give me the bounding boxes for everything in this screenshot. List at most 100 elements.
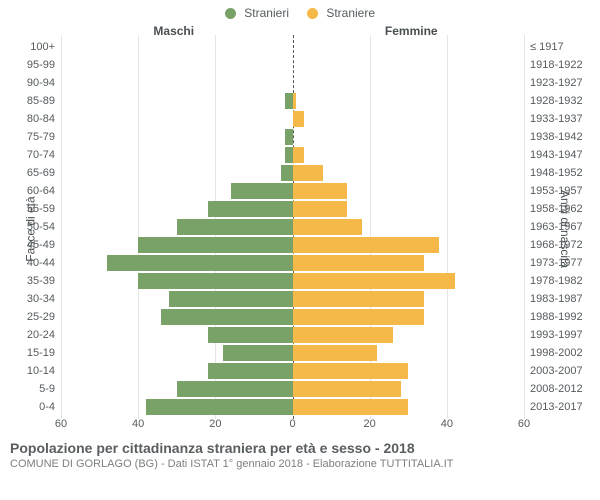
- row-bars: [61, 128, 524, 146]
- row-bars: [61, 38, 524, 56]
- male-bar: [208, 201, 293, 217]
- female-bar: [293, 273, 455, 289]
- row-bars: [61, 236, 524, 254]
- female-bar: [293, 399, 409, 415]
- male-bar: [177, 381, 293, 397]
- pyramid-row: 0-4 2013-2017: [0, 398, 600, 416]
- x-tick: 20: [364, 418, 376, 430]
- age-label: 25-29: [0, 311, 61, 323]
- female-bar: [293, 111, 305, 127]
- legend: Stranieri Straniere: [0, 0, 600, 20]
- male-bar: [208, 327, 293, 343]
- female-bar: [293, 165, 324, 181]
- female-bar: [293, 327, 393, 343]
- age-label: 35-39: [0, 275, 61, 287]
- male-bar: [208, 363, 293, 379]
- birth-year-label: 1988-1992: [524, 311, 600, 323]
- column-headers: Maschi Femmine: [0, 24, 600, 38]
- age-label: 15-19: [0, 347, 61, 359]
- row-bars: [61, 308, 524, 326]
- row-bars: [61, 182, 524, 200]
- age-label: 0-4: [0, 401, 61, 413]
- pyramid-row: 35-39 1978-1982: [0, 272, 600, 290]
- birth-year-label: 1973-1977: [524, 257, 600, 269]
- pyramid-rows: 100+≤ 191795-991918-192290-941923-192785…: [0, 38, 600, 416]
- age-label: 45-49: [0, 239, 61, 251]
- row-bars: [61, 272, 524, 290]
- legend-label-female: Straniere: [326, 6, 375, 20]
- row-bars: [61, 74, 524, 92]
- row-bars: [61, 92, 524, 110]
- female-bar: [293, 381, 401, 397]
- legend-item-female: Straniere: [307, 6, 375, 20]
- age-label: 60-64: [0, 185, 61, 197]
- age-label: 95-99: [0, 59, 61, 71]
- birth-year-label: 1918-1922: [524, 59, 600, 71]
- birth-year-label: 1958-1962: [524, 203, 600, 215]
- x-tick: 20: [209, 418, 221, 430]
- birth-year-label: 1948-1952: [524, 167, 600, 179]
- row-bars: [61, 200, 524, 218]
- male-bar: [138, 273, 292, 289]
- male-bar: [223, 345, 292, 361]
- birth-year-label: 1998-2002: [524, 347, 600, 359]
- birth-year-label: 1933-1937: [524, 113, 600, 125]
- pyramid-row: 20-24 1993-1997: [0, 326, 600, 344]
- birth-year-label: 2013-2017: [524, 401, 600, 413]
- pyramid-row: 85-891928-1932: [0, 92, 600, 110]
- x-tick: 40: [132, 418, 144, 430]
- age-label: 65-69: [0, 167, 61, 179]
- age-label: 50-54: [0, 221, 61, 233]
- male-bar: [146, 399, 293, 415]
- row-bars: [61, 344, 524, 362]
- pyramid-row: 55-591958-1962: [0, 200, 600, 218]
- male-bar: [281, 165, 293, 181]
- pyramid-row: 5-92008-2012: [0, 380, 600, 398]
- x-tick: 0: [289, 418, 295, 430]
- row-bars: [61, 56, 524, 74]
- row-bars: [61, 326, 524, 344]
- birth-year-label: 1983-1987: [524, 293, 600, 305]
- chart-subtitle: COMUNE DI GORLAGO (BG) - Dati ISTAT 1° g…: [10, 458, 590, 470]
- row-bars: [61, 362, 524, 380]
- pyramid-row: 75-791938-1942: [0, 128, 600, 146]
- age-label: 85-89: [0, 95, 61, 107]
- female-bar: [293, 255, 424, 271]
- pyramid-row: 100+≤ 1917: [0, 38, 600, 56]
- row-bars: [61, 218, 524, 236]
- pyramid-row: 70-741943-1947: [0, 146, 600, 164]
- legend-label-male: Stranieri: [244, 6, 289, 20]
- male-bar: [285, 147, 293, 163]
- pyramid-row: 30-341983-1987: [0, 290, 600, 308]
- male-bar: [169, 291, 292, 307]
- male-bar: [231, 183, 293, 199]
- female-column-header: Femmine: [293, 24, 531, 38]
- row-bars: [61, 290, 524, 308]
- birth-year-label: 1953-1957: [524, 185, 600, 197]
- age-label: 20-24: [0, 329, 61, 341]
- pyramid-row: 10-142003-2007: [0, 362, 600, 380]
- birth-year-label: 1943-1947: [524, 149, 600, 161]
- male-bar: [177, 219, 293, 235]
- pyramid-row: 80-841933-1937: [0, 110, 600, 128]
- female-bar: [293, 309, 424, 325]
- x-axis-ticks: 6040200204060: [61, 416, 524, 434]
- row-bars: [61, 254, 524, 272]
- female-bar: [293, 291, 424, 307]
- age-label: 10-14: [0, 365, 61, 377]
- birth-year-label: 1968-1972: [524, 239, 600, 251]
- birth-year-label: 1993-1997: [524, 329, 600, 341]
- pyramid-row: 95-99 1918-1922: [0, 56, 600, 74]
- female-bar: [293, 237, 440, 253]
- female-bar: [293, 219, 362, 235]
- female-bar: [293, 345, 378, 361]
- birth-year-label: 2008-2012: [524, 383, 600, 395]
- male-bar: [138, 237, 292, 253]
- female-bar: [293, 147, 305, 163]
- female-bar: [293, 201, 347, 217]
- birth-year-label: 1978-1982: [524, 275, 600, 287]
- male-bar: [161, 309, 292, 325]
- pyramid-row: 90-941923-1927: [0, 74, 600, 92]
- pyramid-row: 50-541963-1967: [0, 218, 600, 236]
- age-label: 90-94: [0, 77, 61, 89]
